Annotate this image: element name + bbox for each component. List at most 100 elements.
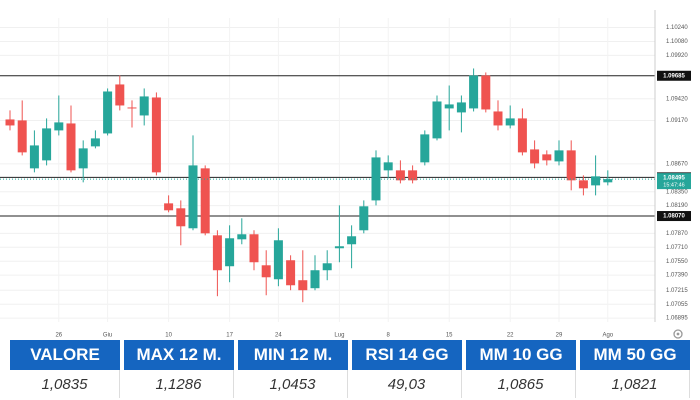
y-tick-label: 1.07215 [666, 288, 688, 294]
candle-body [139, 96, 149, 116]
candle-body [322, 263, 332, 271]
candle-body [395, 170, 405, 181]
table-header: MM 10 GG [466, 340, 576, 370]
candle-body [164, 203, 174, 211]
level-label-box [657, 211, 691, 222]
y-tick-label: 1.09420 [666, 96, 688, 102]
candle-body [456, 102, 466, 113]
candle-body [481, 75, 491, 110]
x-tick-label: 15 [446, 333, 453, 339]
candle-body [347, 236, 357, 245]
candle-body [54, 122, 64, 131]
candle-body [383, 162, 393, 171]
table-column: MAX 12 M. 1,1286 [124, 340, 234, 398]
candle-body [334, 246, 344, 249]
y-tick-label: 1.06895 [666, 316, 688, 322]
table-header: VALORE [10, 340, 120, 370]
candle-body [237, 234, 247, 240]
candle-body [517, 118, 527, 153]
candle-body [78, 148, 88, 169]
settings-dot [676, 332, 680, 336]
table-value: 1,0865 [466, 370, 576, 398]
candle-body [42, 128, 52, 161]
candle-body [359, 206, 369, 231]
table-value: 1,0821 [580, 370, 690, 398]
candle-body [66, 123, 76, 171]
x-tick-label: Ago [602, 333, 613, 339]
y-tick-label: 1.07550 [666, 259, 688, 265]
y-tick-label: 1.09170 [666, 118, 688, 124]
candle-body [103, 91, 113, 134]
table-value: 1,1286 [124, 370, 234, 398]
candle-body [273, 240, 283, 280]
x-tick-label: 22 [507, 333, 514, 339]
candle-body [29, 145, 39, 169]
table-value: 49,03 [352, 370, 462, 398]
x-tick-label: 17 [226, 333, 233, 339]
candle-body [530, 149, 540, 164]
x-tick-label: 10 [165, 333, 172, 339]
table-value: 1,0835 [10, 370, 120, 398]
table-value: 1,0453 [238, 370, 348, 398]
candle-body [444, 104, 454, 109]
y-tick-label: 1.08350 [666, 189, 688, 195]
candle-body [578, 180, 588, 189]
candle-body [286, 260, 296, 286]
table-header: MIN 12 M. [238, 340, 348, 370]
candle-body [542, 154, 552, 161]
y-tick-label: 1.07390 [666, 273, 688, 279]
candle-body [127, 107, 137, 109]
x-tick-label: Lug [334, 333, 344, 339]
y-tick-label: 1.09920 [666, 53, 688, 59]
last-price-time: 15:47:46 [663, 183, 684, 189]
candle-body [225, 238, 235, 267]
candle-body [298, 280, 308, 291]
table-header: MM 50 GG [580, 340, 690, 370]
candle-body [554, 150, 564, 162]
candle-body [5, 119, 15, 126]
candle-body [566, 150, 576, 181]
candle-body [310, 270, 320, 289]
x-tick-label: 29 [556, 333, 563, 339]
candle-body [115, 84, 125, 106]
table-column: MIN 12 M. 1,0453 [238, 340, 348, 398]
level-label-box [657, 70, 691, 81]
stats-table: VALORE 1,0835 MAX 12 M. 1,1286 MIN 12 M. 1,04… [10, 340, 690, 398]
candle-body [591, 176, 601, 186]
chart: 1.10240 1.10080 1.09920 1.09420 1.09170 1.086… [0, 10, 691, 339]
last-price-label: 1.08495 [663, 176, 685, 182]
candle-body [249, 234, 259, 263]
candle-body [17, 120, 27, 153]
candle-body [408, 170, 418, 181]
table-column: VALORE 1,0835 [10, 340, 120, 398]
candle-body [261, 265, 271, 278]
candle-body [420, 134, 430, 163]
y-tick-label: 1.07055 [666, 302, 688, 308]
level-label: 1.09685 [663, 73, 685, 79]
candle-body [469, 75, 479, 109]
candle-body [212, 235, 222, 271]
candle-body [603, 179, 613, 183]
table-column: RSI 14 GG 49,03 [352, 340, 462, 398]
candle-body [176, 208, 186, 227]
y-tick-label: 1.10240 [666, 25, 688, 31]
table-column: MM 50 GG 1,0821 [580, 340, 690, 398]
y-tick-label: 1.08670 [666, 161, 688, 167]
settings-icon[interactable] [673, 329, 683, 339]
y-tick-label: 1.07710 [666, 245, 688, 251]
candle-body [432, 101, 442, 139]
table-column: MM 10 GG 1,0865 [466, 340, 576, 398]
x-tick-label: 26 [55, 333, 62, 339]
y-tick-label: 1.10080 [666, 39, 688, 45]
x-tick-label: Giu [103, 333, 112, 339]
last-price-box [657, 173, 691, 190]
x-tick-label: 8 [387, 333, 391, 339]
candle-body [188, 165, 198, 229]
y-tick-label: 1.07870 [666, 231, 688, 237]
candle-body [151, 97, 161, 173]
y-tick-label: 1.08190 [666, 203, 688, 209]
table-header: RSI 14 GG [352, 340, 462, 370]
level-label: 1.08070 [663, 214, 685, 220]
candle-body [505, 118, 515, 126]
